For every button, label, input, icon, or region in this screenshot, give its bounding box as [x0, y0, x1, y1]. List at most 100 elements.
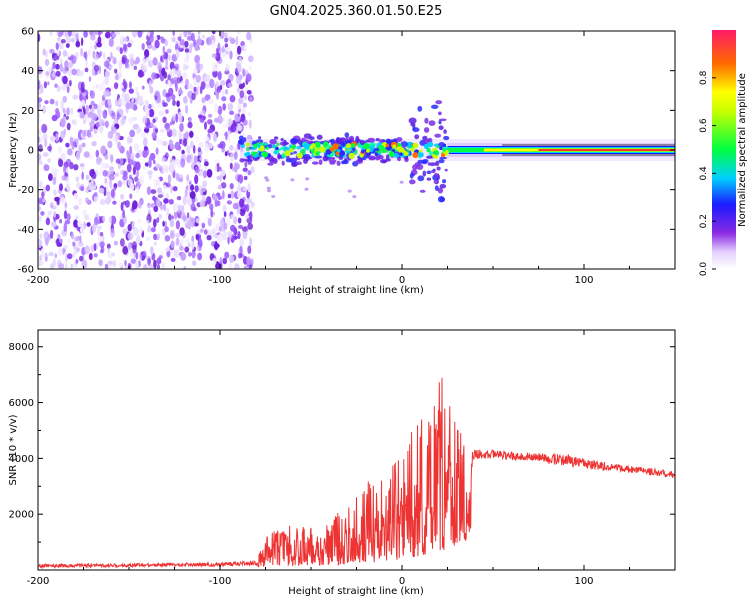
- track-core-dot: [410, 147, 415, 152]
- track-blob: [296, 139, 302, 144]
- noise-speck: [177, 111, 183, 118]
- noise-speck: [128, 88, 134, 94]
- noise-speck: [65, 176, 70, 185]
- noise-speck: [93, 191, 98, 197]
- noise-speck: [93, 64, 100, 72]
- noise-speck: [75, 176, 80, 182]
- noise-speck: [184, 40, 189, 48]
- noise-speck: [114, 68, 118, 74]
- noise-speck: [149, 33, 154, 43]
- noise-speck: [131, 220, 135, 231]
- noise-speck: [175, 48, 180, 59]
- noise-speck: [198, 142, 204, 148]
- noise-speck: [200, 110, 206, 116]
- noise-speck: [172, 99, 176, 106]
- noise-speck: [93, 128, 98, 135]
- noise-speck: [85, 174, 90, 181]
- noise-speck: [227, 103, 234, 111]
- track-blob: [355, 135, 360, 143]
- track-blob: [437, 187, 444, 194]
- noise-speck: [153, 241, 157, 246]
- noise-speck: [213, 243, 220, 249]
- noise-speck: [101, 122, 105, 127]
- track-core-dot: [274, 151, 278, 155]
- track-core-dot: [341, 142, 346, 147]
- noise-speck: [197, 31, 201, 35]
- noise-speck: [148, 60, 154, 68]
- noise-speck: [194, 44, 199, 52]
- noise-speck: [154, 39, 160, 49]
- track-blob: [438, 125, 444, 130]
- noise-speck: [66, 35, 71, 44]
- noise-speck: [122, 78, 126, 87]
- noise-speck: [81, 142, 86, 148]
- noise-speck: [219, 218, 225, 228]
- noise-speck: [110, 189, 115, 198]
- noise-speck: [169, 121, 173, 126]
- noise-speck: [191, 92, 196, 101]
- noise-speck: [216, 162, 220, 173]
- noise-speck: [125, 263, 128, 269]
- noise-speck: [107, 263, 112, 269]
- noise-speck: [249, 96, 253, 102]
- noise-speck: [104, 76, 110, 86]
- track-blob: [318, 159, 323, 165]
- noise-speck: [38, 33, 41, 43]
- noise-speck: [180, 211, 186, 220]
- noise-speck: [197, 147, 202, 153]
- noise-speck: [188, 31, 192, 36]
- noise-speck: [149, 86, 154, 94]
- track-core-dot: [378, 145, 385, 151]
- noise-speck: [225, 67, 228, 72]
- noise-speck: [222, 189, 225, 200]
- noise-speck: [99, 31, 103, 35]
- noise-speck: [162, 102, 168, 107]
- x-tick-label: -200: [27, 275, 50, 286]
- noise-speck: [104, 263, 109, 269]
- track-blob: [277, 153, 281, 160]
- noise-speck: [56, 238, 60, 246]
- noise-speck: [129, 193, 133, 199]
- noise-speck: [161, 262, 165, 269]
- noise-speck: [130, 258, 136, 264]
- noise-speck: [224, 251, 230, 259]
- noise-speck: [199, 85, 203, 95]
- colorbar-gradient: [712, 30, 736, 269]
- noise-speck: [148, 173, 152, 180]
- noise-speck: [138, 226, 143, 234]
- track-blob: [344, 132, 350, 138]
- noise-speck: [129, 129, 136, 138]
- noise-speck: [146, 236, 151, 241]
- noise-speck: [132, 244, 137, 254]
- track-blob: [435, 160, 440, 167]
- noise-speck: [142, 65, 148, 71]
- noise-speck: [246, 31, 252, 41]
- noise-speck: [122, 174, 128, 181]
- track-blob: [273, 158, 278, 165]
- noise-speck: [108, 38, 114, 48]
- noise-speck: [150, 203, 155, 208]
- noise-speck: [221, 45, 225, 53]
- noise-speck: [110, 51, 113, 59]
- noise-speck: [190, 184, 195, 191]
- noise-speck: [53, 189, 57, 196]
- track-blob: [316, 134, 323, 140]
- noise-speck: [62, 95, 67, 103]
- noise-speck: [95, 149, 100, 158]
- noise-speck: [133, 65, 137, 70]
- outlier-blob: [347, 189, 352, 193]
- noise-speck: [152, 195, 156, 201]
- track-blob: [408, 117, 417, 124]
- track-core-dot: [348, 152, 355, 160]
- track-blob: [439, 183, 447, 189]
- noise-speck: [99, 83, 103, 92]
- noise-speck: [193, 39, 197, 48]
- outlier-blob: [267, 189, 271, 193]
- noise-speck: [99, 232, 104, 237]
- noise-speck: [194, 185, 199, 193]
- noise-speck: [202, 180, 208, 188]
- noise-speck: [227, 82, 233, 88]
- noise-speck: [79, 92, 83, 102]
- noise-speck: [117, 141, 122, 150]
- noise-speck: [234, 151, 238, 160]
